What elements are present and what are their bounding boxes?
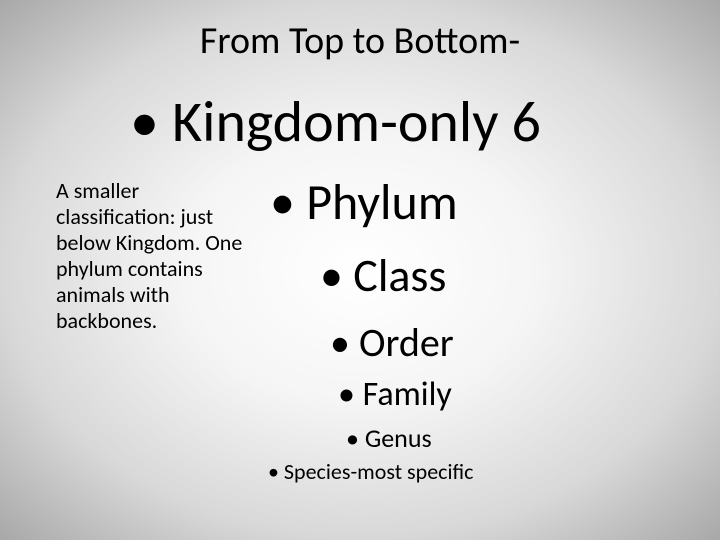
hierarchy-species: • Species-most specific [268, 458, 473, 485]
hierarchy-class: • Class [320, 248, 446, 304]
hierarchy-kingdom: • Kingdom-only 6 [130, 86, 541, 157]
hierarchy-genus: • Genus [346, 422, 432, 454]
hierarchy-family: • Family [338, 374, 452, 415]
slide: From Top to Bottom- • Kingdom-only 6 A s… [0, 0, 720, 540]
side-note: A smaller classification: just below Kin… [56, 178, 256, 334]
hierarchy-phylum: • Phylum [270, 172, 458, 233]
hierarchy-order: • Order [330, 318, 454, 367]
slide-title: From Top to Bottom- [0, 18, 720, 64]
